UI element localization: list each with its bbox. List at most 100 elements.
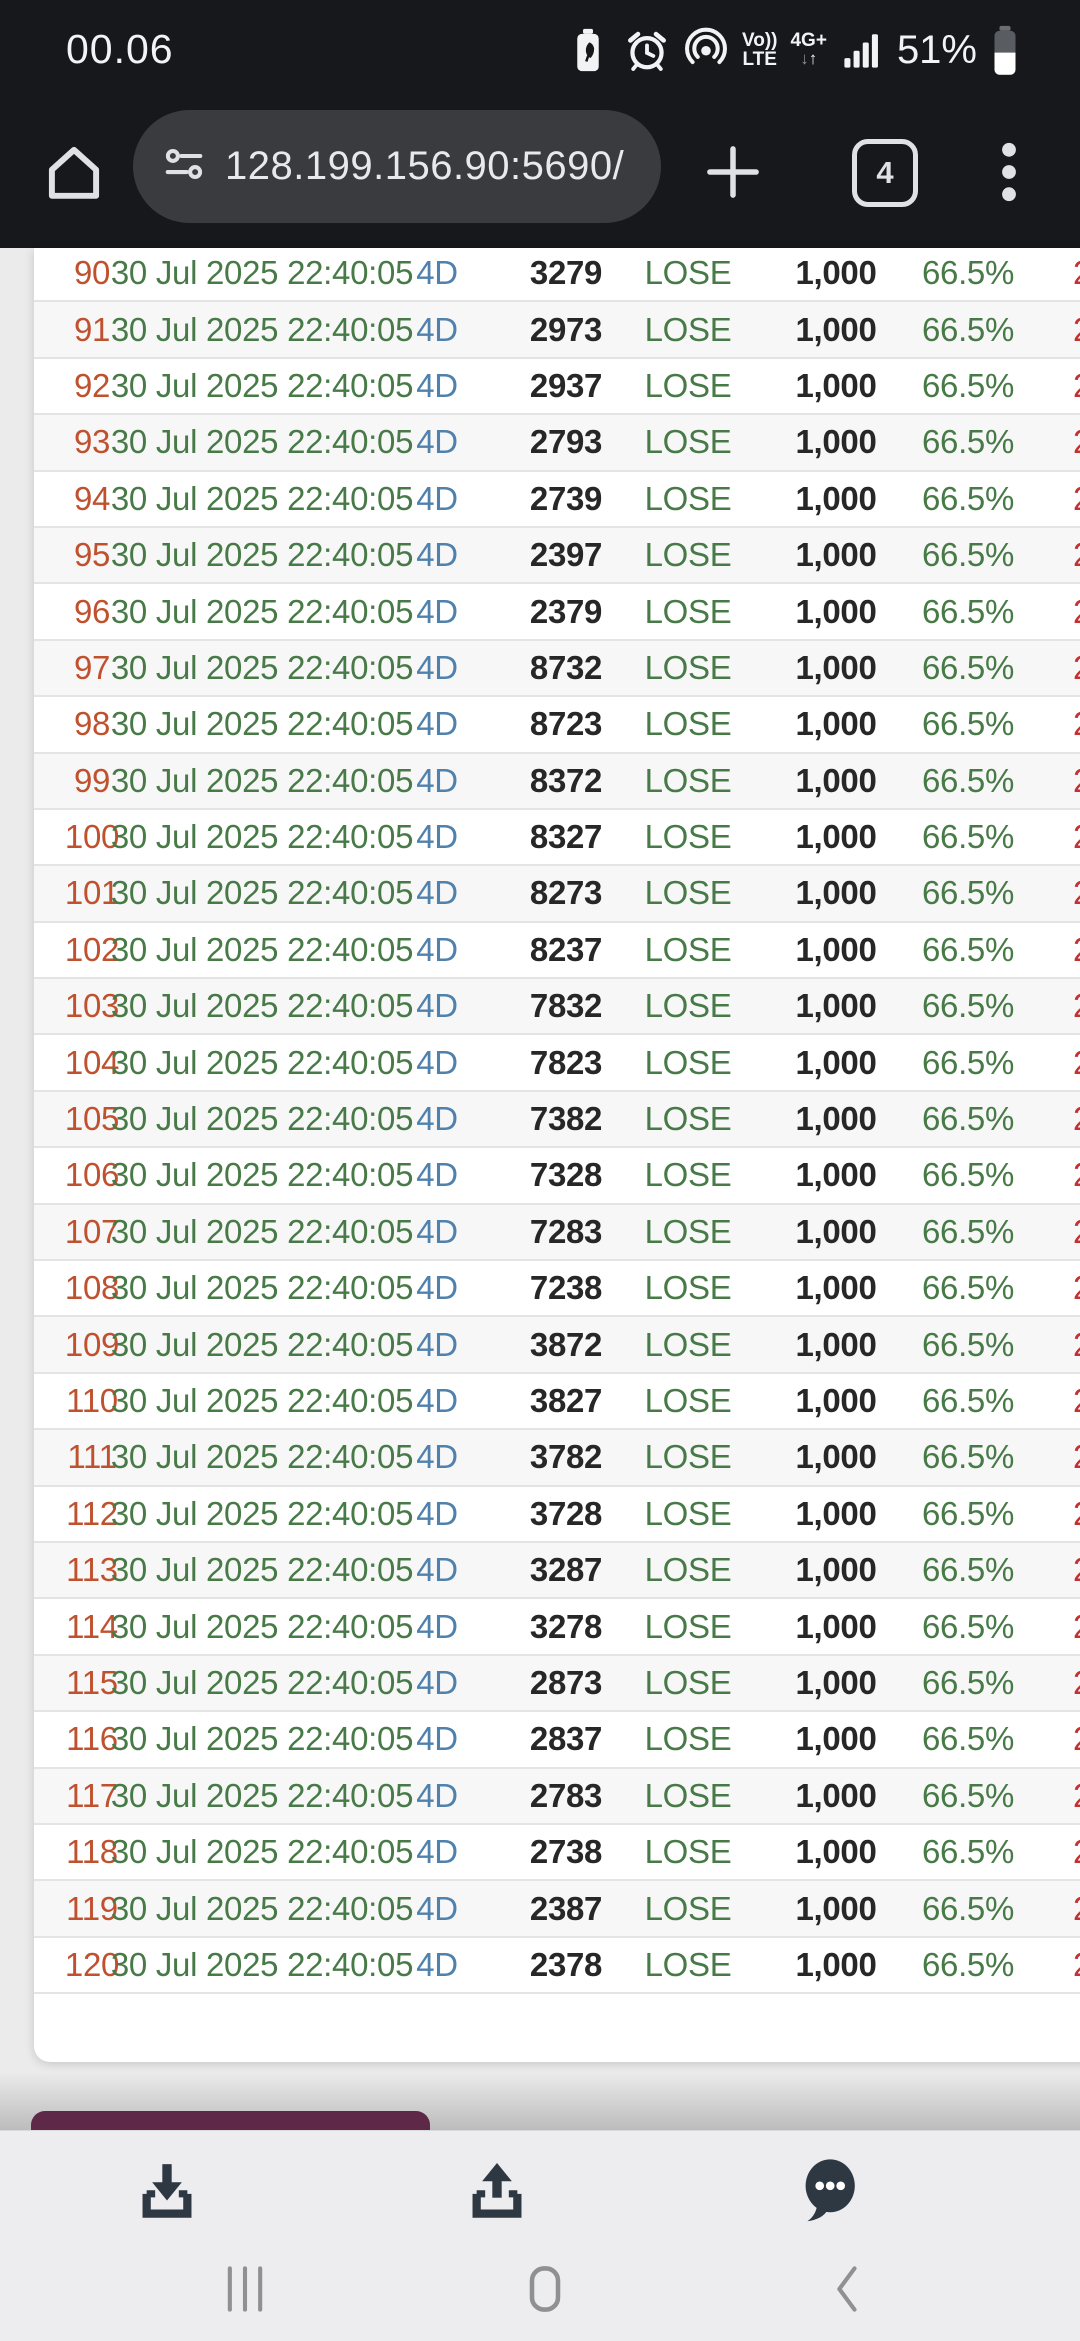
percent-cell: 66.5% (921, 1382, 1015, 1419)
row-index: 101 (64, 874, 120, 912)
stake-cell: 1,000 (795, 1269, 877, 1307)
clipped-cell: 2 (1073, 1825, 1080, 1879)
stake-cell: 1,000 (795, 366, 877, 404)
clipped-cell: 2 (1073, 1205, 1080, 1259)
hotspot-icon (683, 27, 729, 73)
clipped-cell: 2 (1073, 1938, 1080, 1992)
stake-cell: 1,000 (795, 930, 877, 968)
row-index: 94 (73, 479, 111, 517)
table-row: 116 30 Jul 2025 22:40:05 4D 2837 LOSE 1,000 66… (34, 1712, 1080, 1769)
row-index: 104 (64, 1043, 120, 1081)
stake-cell: 1,000 (795, 1720, 877, 1758)
number-cell: 3728 (529, 1494, 603, 1532)
tab-switcher-button[interactable]: 4 (852, 139, 918, 207)
battery-saver-icon (565, 27, 611, 73)
tab-count: 4 (852, 139, 918, 207)
clipped-cell: 2 (1073, 302, 1080, 356)
row-index: 98 (73, 705, 111, 743)
result-cell: LOSE (644, 479, 732, 517)
game-type-cell: 4D (416, 818, 458, 856)
game-type-cell: 4D (416, 987, 458, 1025)
chat-bubble-icon (793, 2154, 865, 2231)
clipped-cell: 2 (1073, 697, 1080, 751)
clipped-cell: 2 (1073, 923, 1080, 977)
stake-cell: 1,000 (795, 423, 877, 461)
stake-cell: 1,000 (795, 1043, 877, 1081)
percent-cell: 66.5% (921, 1551, 1015, 1589)
number-cell: 2783 (529, 1776, 603, 1814)
row-index: 96 (73, 592, 111, 630)
date-cell: 30 Jul 2025 22:40:05 (110, 930, 414, 968)
percent-cell: 66.5% (921, 536, 1015, 574)
row-index: 120 (64, 1945, 120, 1983)
stake-cell: 1,000 (795, 479, 877, 517)
recents-button[interactable] (190, 2249, 300, 2333)
number-cell: 3279 (529, 254, 603, 292)
back-button[interactable] (793, 2249, 903, 2333)
result-cell: LOSE (644, 1776, 732, 1814)
new-tab-button[interactable] (699, 132, 767, 216)
kebab-menu-icon (981, 136, 1037, 213)
clipped-cell: 2 (1073, 1148, 1080, 1202)
number-cell: 8732 (529, 648, 603, 686)
percent-cell: 66.5% (921, 479, 1015, 517)
game-type-cell: 4D (416, 705, 458, 743)
clipped-cell: 2 (1073, 641, 1080, 695)
table-row: 92 30 Jul 2025 22:40:05 4D 2937 LOSE 1,000 66.… (34, 358, 1080, 416)
row-index: 93 (73, 423, 111, 461)
percent-cell: 66.5% (921, 1156, 1015, 1194)
result-cell: LOSE (644, 1156, 732, 1194)
game-type-cell: 4D (416, 1212, 458, 1250)
game-type-cell: 4D (416, 536, 458, 574)
share-upload-icon (464, 2157, 530, 2228)
clock: 00.06 (66, 26, 174, 72)
table-row: 95 30 Jul 2025 22:40:05 4D 2397 LOSE 1,000 66.… (34, 527, 1080, 585)
number-cell: 2378 (529, 1945, 603, 1983)
stake-cell: 1,000 (795, 648, 877, 686)
site-settings-icon[interactable] (161, 141, 207, 192)
stake-cell: 1,000 (795, 1212, 877, 1250)
home-button[interactable] (36, 136, 112, 212)
percent-cell: 66.5% (921, 648, 1015, 686)
result-cell: LOSE (644, 1607, 732, 1645)
percent-cell: 66.5% (921, 1607, 1015, 1645)
home-nav-button[interactable] (490, 2249, 600, 2333)
result-cell: LOSE (644, 1100, 732, 1138)
percent-cell: 66.5% (921, 874, 1015, 912)
game-type-cell: 4D (416, 423, 458, 461)
clipped-cell: 2 (1073, 248, 1080, 300)
table-row: 102 30 Jul 2025 22:40:05 4D 8237 LOSE 1,000 66… (34, 922, 1080, 980)
percent-cell: 66.5% (921, 1438, 1015, 1476)
result-cell: LOSE (644, 423, 732, 461)
percent-cell: 66.5% (921, 254, 1015, 292)
stake-cell: 1,000 (795, 987, 877, 1025)
clipped-cell: 2 (1073, 1261, 1080, 1315)
percent-cell: 66.5% (921, 1945, 1015, 1983)
download-button[interactable] (117, 2147, 217, 2237)
url-bar[interactable]: 128.199.156.90:5690/ (133, 110, 661, 223)
volte-indicator: Vo)) LTE (741, 30, 778, 70)
number-cell: 3782 (529, 1438, 603, 1476)
clipped-cell: 2 (1073, 359, 1080, 413)
row-index: 99 (73, 761, 111, 799)
result-cell: LOSE (644, 536, 732, 574)
number-cell: 2793 (529, 423, 603, 461)
chat-button[interactable] (779, 2147, 879, 2237)
menu-button[interactable] (978, 136, 1040, 212)
clipped-cell: 2 (1073, 866, 1080, 920)
date-cell: 30 Jul 2025 22:40:05 (110, 1889, 414, 1927)
row-index: 97 (73, 648, 111, 686)
date-cell: 30 Jul 2025 22:40:05 (110, 705, 414, 743)
number-cell: 3278 (529, 1607, 603, 1645)
clipped-cell: 2 (1073, 1092, 1080, 1146)
share-upload-button[interactable] (447, 2147, 547, 2237)
game-type-cell: 4D (416, 1551, 458, 1589)
table-row: 114 30 Jul 2025 22:40:05 4D 3278 LOSE 1,000 66… (34, 1599, 1080, 1656)
date-cell: 30 Jul 2025 22:40:05 (110, 479, 414, 517)
row-index: 92 (73, 366, 111, 404)
number-cell: 2873 (529, 1663, 603, 1701)
table-row: 113 30 Jul 2025 22:40:05 4D 3287 LOSE 1,000 66… (34, 1542, 1080, 1600)
date-cell: 30 Jul 2025 22:40:05 (110, 254, 414, 292)
table-row: 97 30 Jul 2025 22:40:05 4D 8732 LOSE 1,000 66.… (34, 640, 1080, 698)
date-cell: 30 Jul 2025 22:40:05 (110, 423, 414, 461)
